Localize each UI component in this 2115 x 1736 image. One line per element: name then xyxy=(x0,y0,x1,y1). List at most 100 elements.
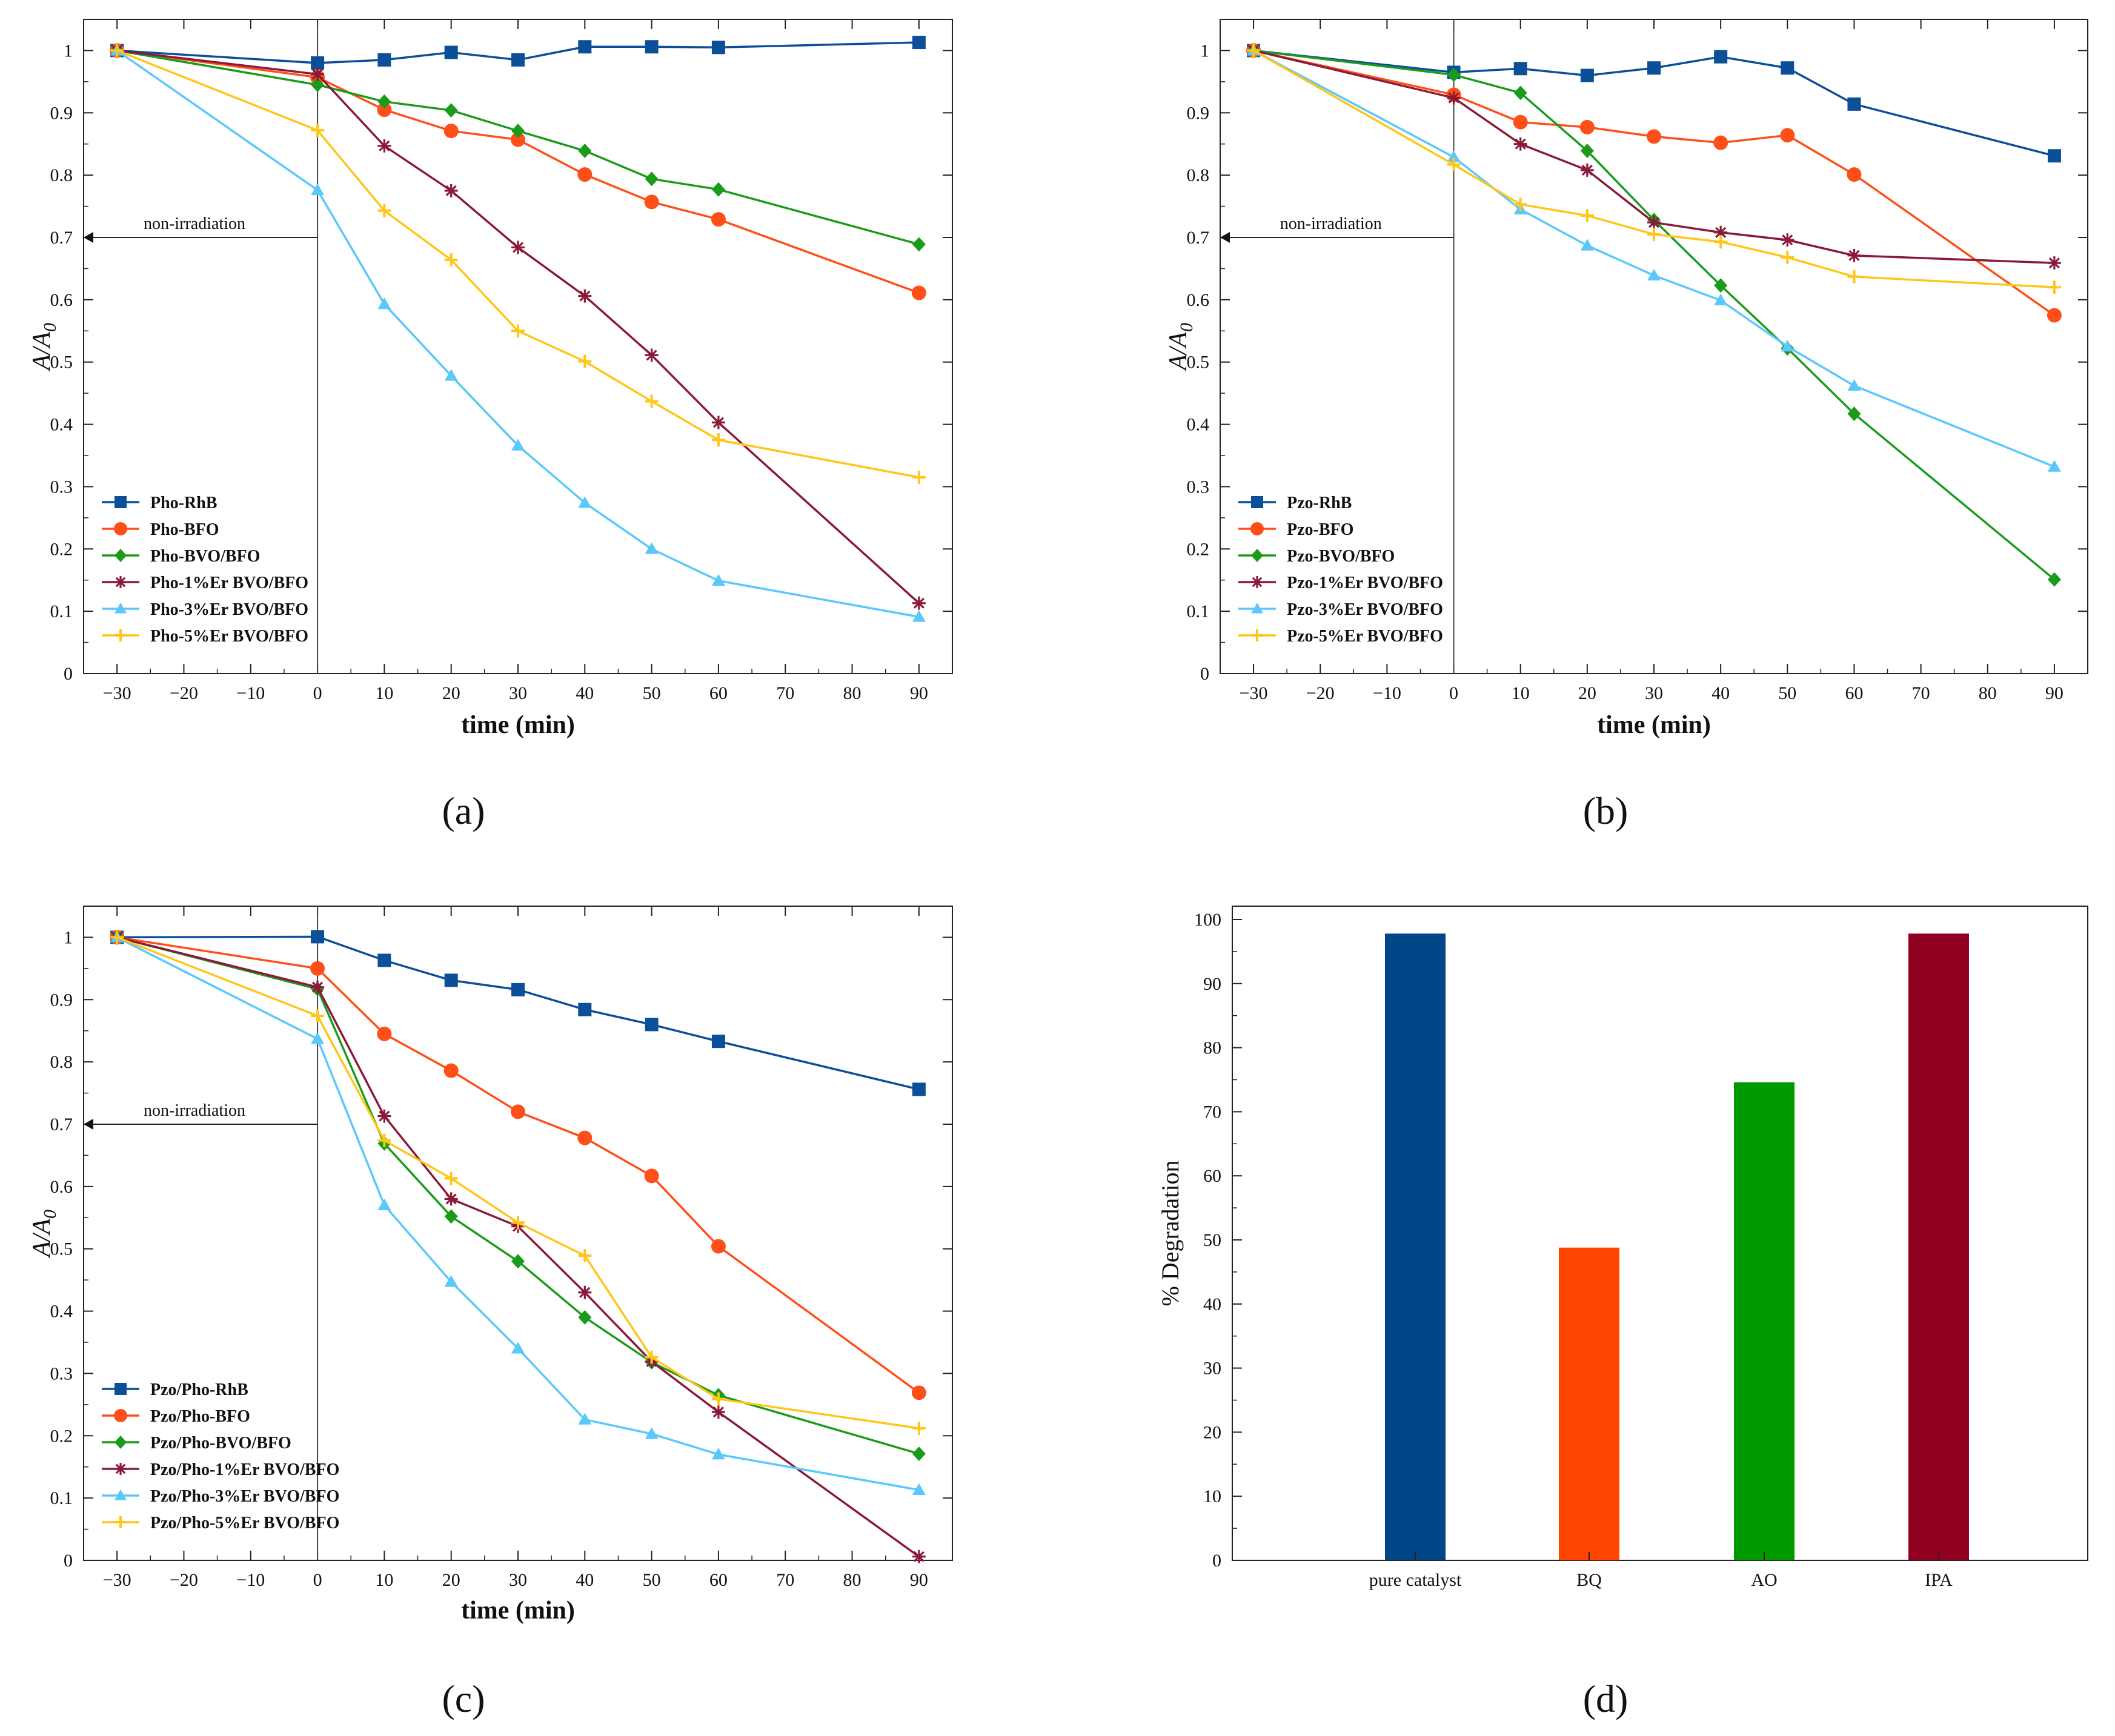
data-point xyxy=(511,439,525,451)
x-tick-label: 20 xyxy=(1578,683,1596,703)
y-tick-label: 0.7 xyxy=(50,228,73,248)
panel-label: (b) xyxy=(1583,789,1629,832)
y-axis-label-main: A/A xyxy=(28,332,56,372)
data-point xyxy=(1447,91,1461,105)
data-point xyxy=(645,1427,659,1439)
x-tick-label: 70 xyxy=(776,683,794,703)
y-tick-label: 70 xyxy=(1203,1102,1221,1122)
data-point xyxy=(311,930,325,944)
legend-marker xyxy=(115,1436,127,1449)
y-axis-label-subscript: 0 xyxy=(40,323,60,332)
y-tick-label: 0 xyxy=(1200,664,1209,684)
bar xyxy=(1559,1247,1619,1560)
x-tick-label: 10 xyxy=(375,683,393,703)
series-line xyxy=(1253,49,2055,289)
x-tick-label: −10 xyxy=(236,1570,265,1590)
legend-marker xyxy=(114,1409,127,1422)
series-Pzo-3%Er BVO/BFO xyxy=(1247,44,2061,472)
annotation-arrow-head xyxy=(84,1119,93,1130)
legend-marker xyxy=(115,1383,127,1395)
axes-ticks: −30 −20 −10 0 10 20 30 40 50 60 70 80 90 0 0.1 0.2 0.3 0.… xyxy=(50,19,953,703)
legend-item: Pzo-3%Er BVO/BFO xyxy=(1238,600,1443,619)
y-axis-label: A/A0 xyxy=(1164,323,1197,372)
legend-label: Pho-BFO xyxy=(150,520,219,539)
axes-ticks: −30 −20 −10 0 10 20 30 40 50 60 70 80 90 0 0.1 0.2 0.3 0.… xyxy=(1187,19,2088,703)
data-point xyxy=(444,45,458,59)
data-point xyxy=(577,167,593,182)
data-point xyxy=(443,124,459,139)
data-point xyxy=(577,1130,593,1145)
series-line xyxy=(116,936,920,1455)
data-point xyxy=(578,496,592,508)
y-tick-label: 0.3 xyxy=(1187,477,1210,497)
legend-label: Pho-1%Er BVO/BFO xyxy=(150,574,308,592)
legend-marker xyxy=(115,549,127,562)
data-point xyxy=(1247,44,1261,58)
data-point xyxy=(444,184,458,197)
data-point xyxy=(711,1448,725,1460)
data-point xyxy=(1847,379,1861,391)
data-point xyxy=(645,1018,659,1032)
data-point xyxy=(377,204,391,217)
y-tick-label: 0.5 xyxy=(50,353,73,373)
y-axis-label: % Degradation xyxy=(1157,1160,1184,1306)
data-point xyxy=(311,183,325,196)
bar xyxy=(1385,933,1446,1560)
y-tick-label: 0.5 xyxy=(50,1239,73,1259)
data-point xyxy=(1847,248,1861,262)
y-axis-label-subscript: 0 xyxy=(40,1210,60,1219)
y-tick-label: 0.8 xyxy=(50,165,73,185)
y-tick-label: 40 xyxy=(1203,1294,1221,1314)
x-tick-label: AO xyxy=(1751,1570,1777,1590)
data-point xyxy=(645,1350,659,1364)
data-point xyxy=(511,1216,525,1230)
data-point xyxy=(1781,340,1795,352)
non-irradiation-annotation: non-irradiation xyxy=(1220,214,1454,243)
y-tick-label: 0.7 xyxy=(50,1115,73,1135)
legend-marker xyxy=(114,522,127,535)
legend-label: Pho-5%Er BVO/BFO xyxy=(150,627,308,646)
data-point xyxy=(311,78,325,92)
data-point xyxy=(711,212,726,227)
bar xyxy=(1908,933,1969,1560)
series-Pho-BFO xyxy=(110,43,926,300)
y-tick-label: 0.1 xyxy=(1187,601,1210,621)
y-tick-label: 0.7 xyxy=(1187,228,1210,248)
legend: Pzo/Pho-RhB Pzo/Pho-BFO Pzo/Pho-BVO/BFO Pzo… xyxy=(102,1380,339,1532)
data-point xyxy=(444,103,458,118)
y-tick-label: 0.5 xyxy=(1187,353,1210,373)
x-tick-label: 80 xyxy=(843,683,862,703)
data-point xyxy=(1847,270,1861,283)
x-tick-label: −30 xyxy=(103,1570,131,1590)
x-tick-label: 10 xyxy=(375,1570,393,1590)
data-point xyxy=(912,596,926,610)
x-tick-label: 40 xyxy=(1712,683,1730,703)
data-point xyxy=(1647,268,1661,280)
legend-item: Pzo-BFO xyxy=(1238,520,1353,539)
data-point xyxy=(377,53,391,67)
data-point xyxy=(1513,114,1528,130)
data-point xyxy=(711,1405,725,1419)
axes-ticks: 0 10 20 30 40 50 60 70 80 90 100 xyxy=(1194,910,1242,1571)
annotation-text: non-irradiation xyxy=(1280,214,1382,233)
x-tick-label: 50 xyxy=(643,683,661,703)
data-point xyxy=(1714,293,1728,306)
data-point xyxy=(645,542,659,554)
data-point xyxy=(1713,135,1728,150)
panel-b-line-chart: −30 −20 −10 0 10 20 30 40 50 60 70 80 9000.10.20.30.… xyxy=(1164,19,2088,832)
data-point xyxy=(1781,233,1795,247)
series-Pzo-5%Er BVO/BFO xyxy=(1247,44,2061,294)
x-tick-label: 80 xyxy=(843,1570,862,1590)
legend-label: Pho-BVO/BFO xyxy=(150,547,260,566)
data-point xyxy=(578,289,592,303)
legend-label: Pzo/Pho-1%Er BVO/BFO xyxy=(150,1460,339,1479)
x-tick-label: 30 xyxy=(509,1570,527,1590)
y-tick-label: 0 xyxy=(1212,1551,1221,1571)
data-point xyxy=(911,1385,926,1400)
y-tick-label: 0.9 xyxy=(1187,103,1210,123)
data-point xyxy=(711,182,725,197)
legend: Pho-RhB Pho-BFO Pho-BVO/BFO Pho-1%Er BVO/BF… xyxy=(102,494,308,646)
data-point xyxy=(377,297,391,310)
series-group xyxy=(1246,43,2062,587)
y-tick-label: 1 xyxy=(64,927,73,947)
